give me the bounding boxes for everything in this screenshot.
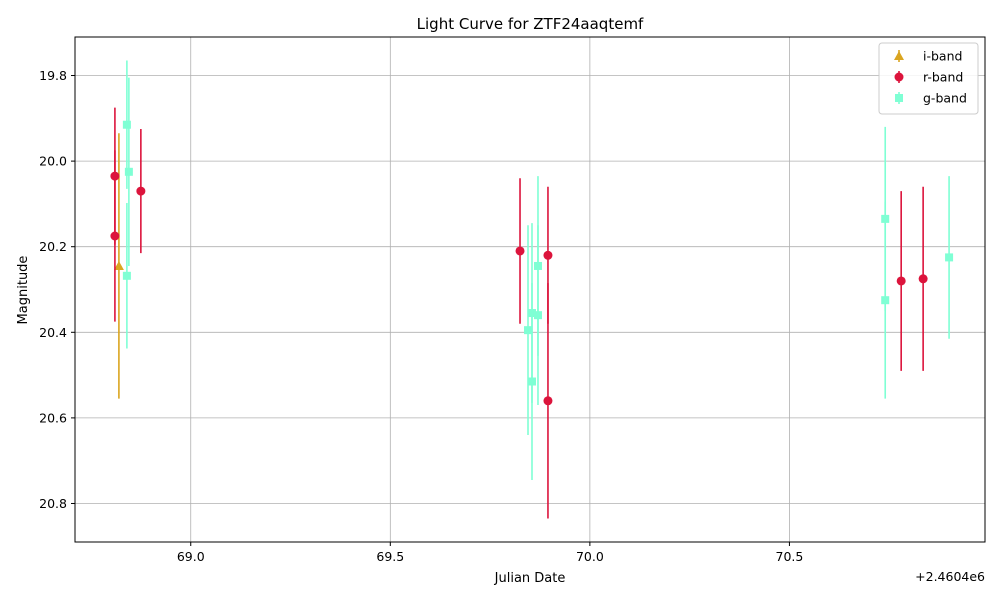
data-point bbox=[543, 250, 553, 260]
y-tick-label: 19.8 bbox=[39, 68, 67, 83]
data-point bbox=[524, 326, 533, 335]
data-point bbox=[527, 377, 536, 386]
data-point bbox=[945, 253, 954, 262]
legend-marker bbox=[895, 94, 903, 102]
data-point bbox=[543, 396, 553, 406]
legend-marker bbox=[894, 51, 904, 60]
data-point bbox=[110, 231, 120, 241]
data-point bbox=[515, 246, 525, 256]
data-point bbox=[896, 276, 906, 286]
legend-box bbox=[878, 42, 979, 115]
data-point bbox=[881, 214, 890, 223]
legend-label: g-band bbox=[923, 91, 967, 106]
x-tick-label: 69.5 bbox=[376, 549, 404, 564]
data-point bbox=[136, 186, 146, 196]
y-tick-label: 20.6 bbox=[39, 410, 67, 425]
legend: i-band r-band g-band bbox=[878, 42, 979, 115]
y-tick-label: 20.8 bbox=[39, 496, 67, 511]
legend-item: i-band bbox=[894, 49, 962, 64]
legend-label: r-band bbox=[923, 70, 963, 85]
data-point bbox=[881, 296, 890, 305]
data-point bbox=[533, 311, 542, 320]
chart-title: Light Curve for ZTF24aaqtemf bbox=[417, 15, 644, 33]
series-g-band bbox=[122, 60, 954, 480]
x-axis-label: Julian Date bbox=[494, 571, 566, 586]
data-layer bbox=[110, 60, 954, 519]
data-point bbox=[533, 261, 542, 270]
legend-label: i-band bbox=[923, 49, 962, 64]
data-point bbox=[124, 167, 133, 176]
legend-item: r-band bbox=[894, 70, 963, 85]
x-tick-label: 70.5 bbox=[776, 549, 804, 564]
grid-layer bbox=[75, 37, 985, 542]
legend-marker bbox=[894, 72, 904, 82]
x-tick-label: 70.0 bbox=[576, 549, 604, 564]
legend-item: g-band bbox=[895, 91, 967, 106]
y-tick-label: 20.2 bbox=[39, 239, 67, 254]
y-tick-label: 20.0 bbox=[39, 154, 67, 169]
data-point bbox=[113, 260, 124, 270]
data-point bbox=[122, 271, 131, 280]
data-point bbox=[122, 120, 131, 129]
x-tick-label: 69.0 bbox=[177, 549, 205, 564]
data-point bbox=[527, 309, 536, 318]
y-tick-label: 20.4 bbox=[39, 325, 67, 340]
plot-frame bbox=[74, 36, 986, 543]
series-r-band bbox=[110, 107, 928, 519]
y-axis-label: Magnitude bbox=[16, 256, 31, 325]
data-point bbox=[110, 171, 120, 181]
tick-layer: 69.0 69.5 70.0 70.5 19.8 20.0 20.2 20.4 20.6 20.8 bbox=[39, 68, 803, 564]
x-offset-label: +2.4604e6 bbox=[915, 569, 985, 584]
data-point bbox=[918, 274, 928, 284]
